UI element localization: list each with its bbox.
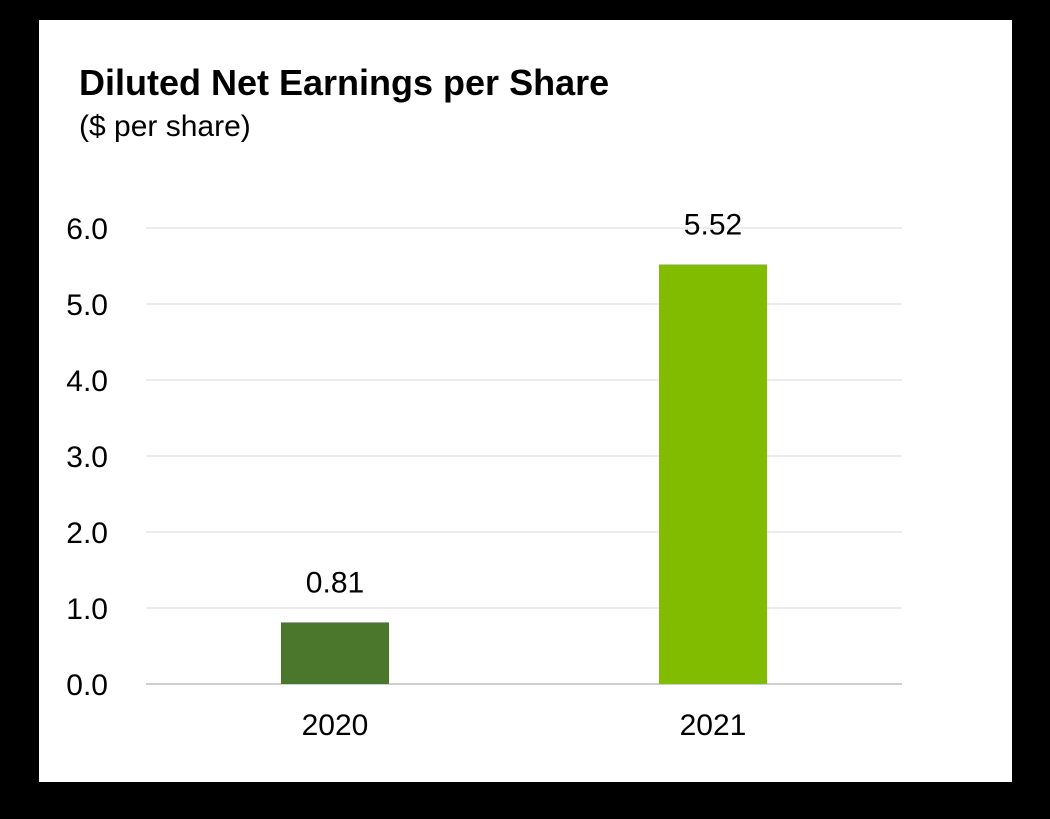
y-tick-label-0: 0.0 <box>66 669 108 702</box>
y-tick-label-1: 1.0 <box>66 593 108 626</box>
data-label-2021: 5.52 <box>684 208 742 241</box>
bar-2021 <box>659 264 767 684</box>
chart-panel <box>39 20 1012 782</box>
chart-title: Diluted Net Earnings per Share <box>79 62 610 103</box>
y-tick-label-5: 5.0 <box>66 289 108 322</box>
data-label-2020: 0.81 <box>306 566 364 599</box>
x-tick-label-2021: 2021 <box>680 709 747 742</box>
bar-2020 <box>281 622 389 684</box>
x-tick-label-2020: 2020 <box>302 709 369 742</box>
y-tick-label-6: 6.0 <box>66 213 108 246</box>
y-tick-label-3: 3.0 <box>66 441 108 474</box>
chart-subtitle: ($ per share) <box>79 110 251 143</box>
y-tick-label-4: 4.0 <box>66 365 108 398</box>
y-tick-label-2: 2.0 <box>66 517 108 550</box>
